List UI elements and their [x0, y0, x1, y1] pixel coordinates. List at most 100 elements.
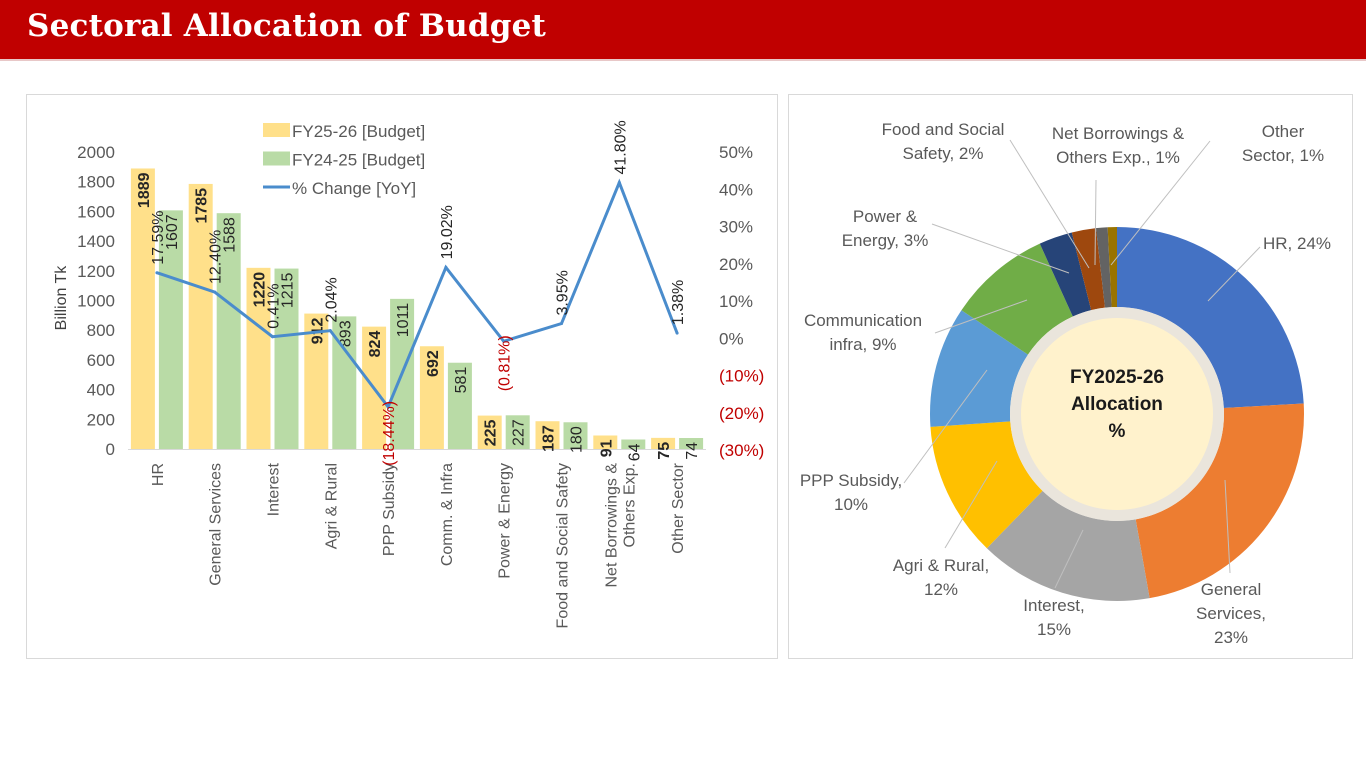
pct-change-point [155, 271, 159, 275]
bar-label-fy25-26: 187 [541, 425, 558, 452]
slice-label: Communication [804, 311, 922, 330]
slice-label: General [1201, 580, 1261, 599]
x-tick-label: Others Exp. [621, 463, 638, 547]
y-tick-label: 400 [87, 381, 115, 400]
bar-label-fy24-25: 64 [626, 443, 643, 461]
bar-fy24-25 [216, 213, 241, 449]
bar-label-fy25-26: 225 [483, 419, 500, 446]
x-tick-label: PPP Subsidy [381, 463, 398, 556]
leader-line [1207, 246, 1261, 302]
bar-fy25-26 [304, 313, 329, 449]
leader-line [934, 299, 1028, 334]
y2-tick-label: (20%) [719, 404, 764, 423]
pct-change-label: 12.40% [208, 230, 225, 284]
bar-chart-panel: 0 200 400 600 800 1000 1200 1400 1600 1800 2000 Bil… [26, 94, 778, 659]
bar-line-chart: 0 200 400 600 800 1000 1200 1400 1600 1800 2000 Bil… [53, 120, 764, 628]
leader-line [1054, 529, 1084, 589]
bar-label-fy25-26: 1889 [136, 172, 153, 208]
bar-label-fy24-25: 1215 [280, 272, 297, 308]
x-tick-label: Other Sector [670, 462, 687, 553]
slice-label: Power & [853, 207, 918, 226]
bar-label-fy24-25: 1607 [164, 214, 181, 250]
slice-label: Others Exp., 1% [1056, 148, 1180, 167]
slice-label: Interest, [1023, 596, 1084, 615]
leader-line [1009, 139, 1090, 269]
y2-tick-label: 10% [719, 292, 753, 311]
pct-change-point [386, 405, 390, 409]
y2-tick-label: 50% [719, 143, 753, 162]
pct-change-label: 41.80% [612, 120, 629, 174]
center-label: FY2025-26 [1070, 367, 1164, 388]
x-tick-label: Net Borrowings & [603, 463, 620, 588]
slice-label: Agri & Rural, [893, 556, 989, 575]
y-tick-label: 200 [87, 410, 115, 429]
doughnut-slice [930, 310, 1028, 427]
x-tick-label: Agri & Rural [323, 463, 340, 549]
legend-fy25-26-swatch [263, 123, 290, 137]
bar-label-fy24-25: 74 [684, 442, 701, 460]
title-divider [0, 59, 1366, 61]
slice-label: Services, [1196, 604, 1266, 623]
slice-label: Other [1262, 122, 1305, 141]
pct-change-point [617, 181, 621, 185]
y-tick-label: 1400 [77, 232, 115, 251]
y-tick-label: 600 [87, 351, 115, 370]
y2-tick-label: (10%) [719, 367, 764, 386]
center-label: Allocation [1071, 394, 1163, 415]
x-tick-label: Interest [266, 462, 283, 516]
y-tick-label: 1800 [77, 173, 115, 192]
bar-fy25-26 [593, 435, 618, 449]
bar-fy24-25 [447, 362, 472, 449]
legend-fy24-25-swatch [263, 151, 290, 166]
y-tick-label: 2000 [77, 143, 115, 162]
doughnut-slice [1135, 403, 1304, 599]
doughnut-slice [930, 421, 1043, 549]
pct-change-label: 2.04% [323, 277, 340, 322]
slice-label: Net Borrowings & [1052, 124, 1185, 143]
doughnut-slice [1117, 227, 1304, 408]
bar-label-fy25-26: 1785 [194, 188, 211, 224]
doughnut-slice [1039, 232, 1092, 317]
bar-label-fy25-26: 692 [425, 350, 442, 377]
doughnut-slice [1107, 227, 1117, 308]
y2-tick-label: (30%) [719, 441, 764, 460]
leader-line [903, 369, 988, 484]
slice-label: 12% [924, 580, 958, 599]
bar-label-fy25-26: 91 [598, 439, 615, 457]
bar-fy25-26 [477, 415, 502, 449]
doughnut-center [1021, 318, 1213, 510]
pct-change-label: 0.41% [266, 283, 283, 328]
bar-fy25-26 [651, 437, 676, 449]
bar-label-fy25-26: 1220 [252, 272, 269, 308]
page-title: Sectoral Allocation of Budget [27, 8, 547, 44]
x-tick-label: General Services [208, 463, 225, 586]
slice-label: infra, 9% [829, 335, 896, 354]
pct-change-label: (18.44%) [381, 401, 398, 466]
slice-label: Sector, 1% [1242, 146, 1324, 165]
pct-change-point [271, 335, 274, 339]
bar-fy24-25 [158, 210, 183, 449]
pct-change-point [328, 329, 332, 333]
bar-label-fy25-26: 824 [367, 331, 384, 358]
leader-line [1110, 140, 1211, 266]
bar-fy24-25 [621, 439, 646, 449]
y-tick-label: 800 [87, 321, 115, 340]
y2-tick-label: 40% [719, 180, 753, 199]
leader-line [944, 460, 998, 549]
leader-line [931, 223, 1070, 274]
x-tick-label: HR [150, 463, 167, 486]
pct-change-label: 3.95% [555, 270, 572, 315]
slice-label: Energy, 3% [842, 231, 929, 250]
bar-label-fy24-25: 180 [569, 426, 586, 453]
bar-fy24-25 [274, 268, 299, 449]
bar-label-fy25-26: 75 [656, 442, 673, 460]
doughnut-slice [961, 243, 1073, 355]
bar-label-fy24-25: 227 [511, 419, 528, 446]
legend-fy25-26-label: FY25-26 [Budget] [292, 122, 425, 141]
bar-fy25-26 [419, 346, 444, 449]
doughnut-chart-panel: FY2025-26 Allocation% HR, 24% General Servic… [788, 94, 1353, 659]
doughnut-slice [1095, 227, 1112, 308]
slice-label: 23% [1214, 628, 1248, 647]
doughnut-chart: FY2025-26 Allocation% HR, 24% General Servic… [800, 120, 1331, 647]
slice-label: 15% [1037, 620, 1071, 639]
